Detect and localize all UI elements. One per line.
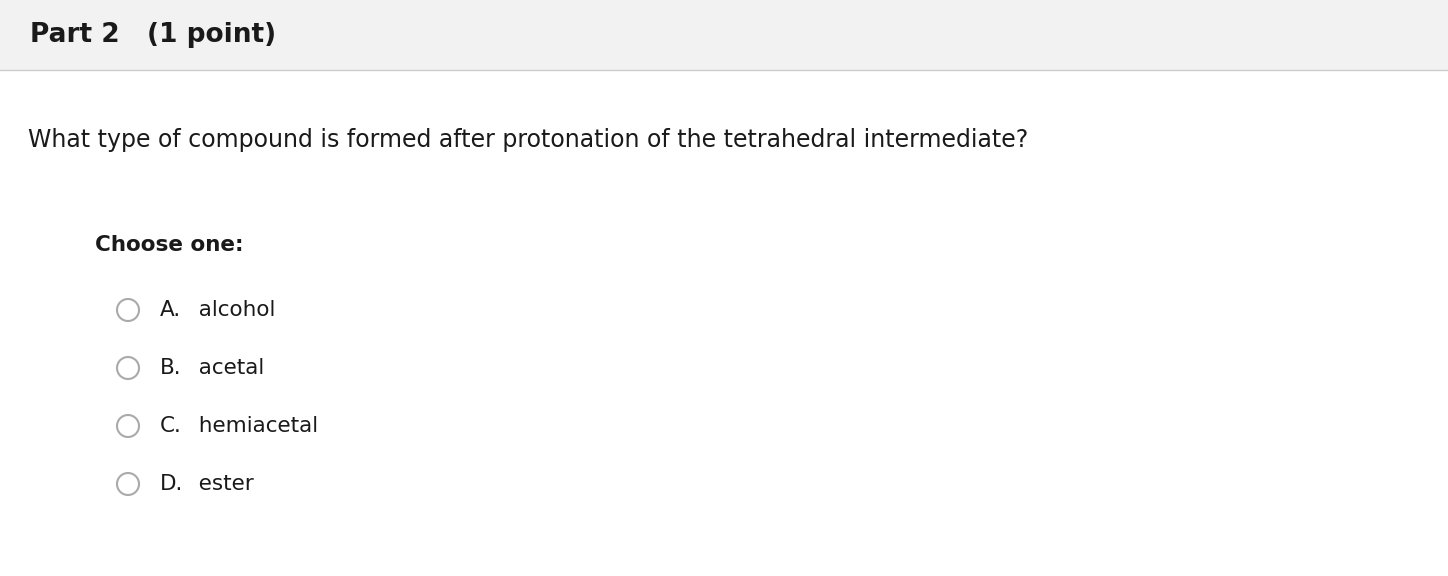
Text: hemiacetal: hemiacetal xyxy=(185,416,319,436)
Text: Choose one:: Choose one: xyxy=(96,235,243,255)
Text: alcohol: alcohol xyxy=(185,300,275,320)
Text: Part 2   (1 point): Part 2 (1 point) xyxy=(30,22,277,48)
Text: C.: C. xyxy=(159,416,182,436)
Text: What type of compound is formed after protonation of the tetrahedral intermediat: What type of compound is formed after pr… xyxy=(28,128,1028,152)
Text: ester: ester xyxy=(185,474,253,494)
Text: A.: A. xyxy=(159,300,181,320)
Text: B.: B. xyxy=(159,358,181,378)
Bar xyxy=(0,0,1448,70)
Text: acetal: acetal xyxy=(185,358,264,378)
Text: D.: D. xyxy=(159,474,184,494)
